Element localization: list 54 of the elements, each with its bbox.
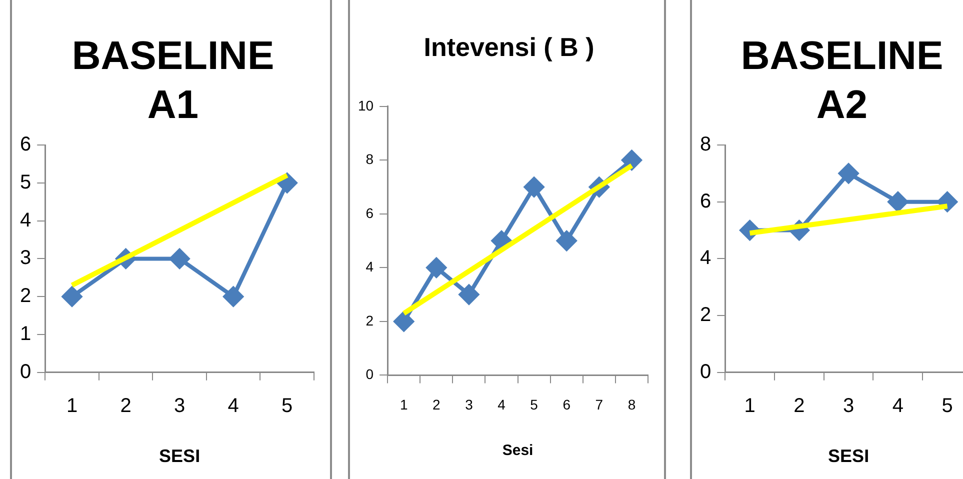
y-tick-label: 5: [20, 171, 32, 194]
point: [394, 311, 414, 332]
point: [888, 192, 908, 212]
x-tick-label: 7: [595, 396, 604, 412]
point: [524, 177, 544, 198]
point: [223, 286, 244, 307]
y-tick-label: 0: [700, 360, 712, 383]
y-tick-label: 6: [366, 204, 374, 221]
x-axis-title: SESI: [159, 446, 200, 466]
x-tick-label: 2: [120, 394, 132, 417]
x-tick-label: 5: [942, 394, 953, 417]
x-tick-label: 5: [282, 394, 293, 417]
x-tick-label: 2: [794, 394, 805, 417]
y-tick-label: 2: [20, 285, 32, 308]
y-tick-label: 0: [20, 360, 32, 383]
point: [458, 284, 479, 305]
x-axis-title: Sesi: [502, 442, 534, 460]
x-axis-title: SESI: [828, 446, 870, 466]
x-tick-label: 3: [843, 394, 854, 417]
x-tick-label: 1: [400, 396, 408, 412]
chart-title: Intevensi ( B ): [422, 32, 596, 64]
chart-title: BASELINE A2: [740, 33, 944, 129]
x-tick-label: 3: [465, 396, 474, 412]
x-tick-label: 3: [174, 394, 186, 417]
x-tick-label: 1: [66, 394, 78, 417]
x-tick-label: 4: [892, 394, 904, 417]
point: [170, 248, 190, 269]
y-tick-label: 1: [20, 323, 32, 346]
point: [556, 230, 577, 251]
y-tick-label: 2: [366, 312, 374, 328]
y-tick-label: 4: [700, 247, 712, 270]
x-tick-label: 2: [432, 396, 441, 412]
chart-title: BASELINE A1: [70, 33, 276, 129]
y-tick-label: 8: [700, 134, 712, 156]
x-tick-label: 4: [228, 394, 239, 417]
y-tick-label: 8: [366, 151, 374, 168]
y-tick-label: 0: [366, 366, 374, 382]
x-tick-label: 8: [628, 396, 636, 412]
point: [622, 150, 642, 170]
point: [62, 286, 82, 307]
y-tick-label: 4: [20, 209, 32, 232]
point: [492, 230, 512, 251]
y-tick-label: 6: [20, 134, 32, 156]
x-tick-label: 1: [744, 394, 756, 417]
y-tick-label: 10: [358, 97, 374, 114]
y-tick-label: 3: [20, 247, 32, 270]
y-tick-label: 2: [700, 304, 712, 326]
x-tick-label: 4: [498, 396, 506, 412]
point: [426, 258, 446, 278]
x-tick-label: 5: [530, 396, 538, 412]
y-tick-label: 6: [700, 190, 712, 212]
y-tick-label: 4: [366, 258, 374, 275]
x-tick-label: 6: [562, 396, 571, 412]
point: [838, 163, 859, 184]
